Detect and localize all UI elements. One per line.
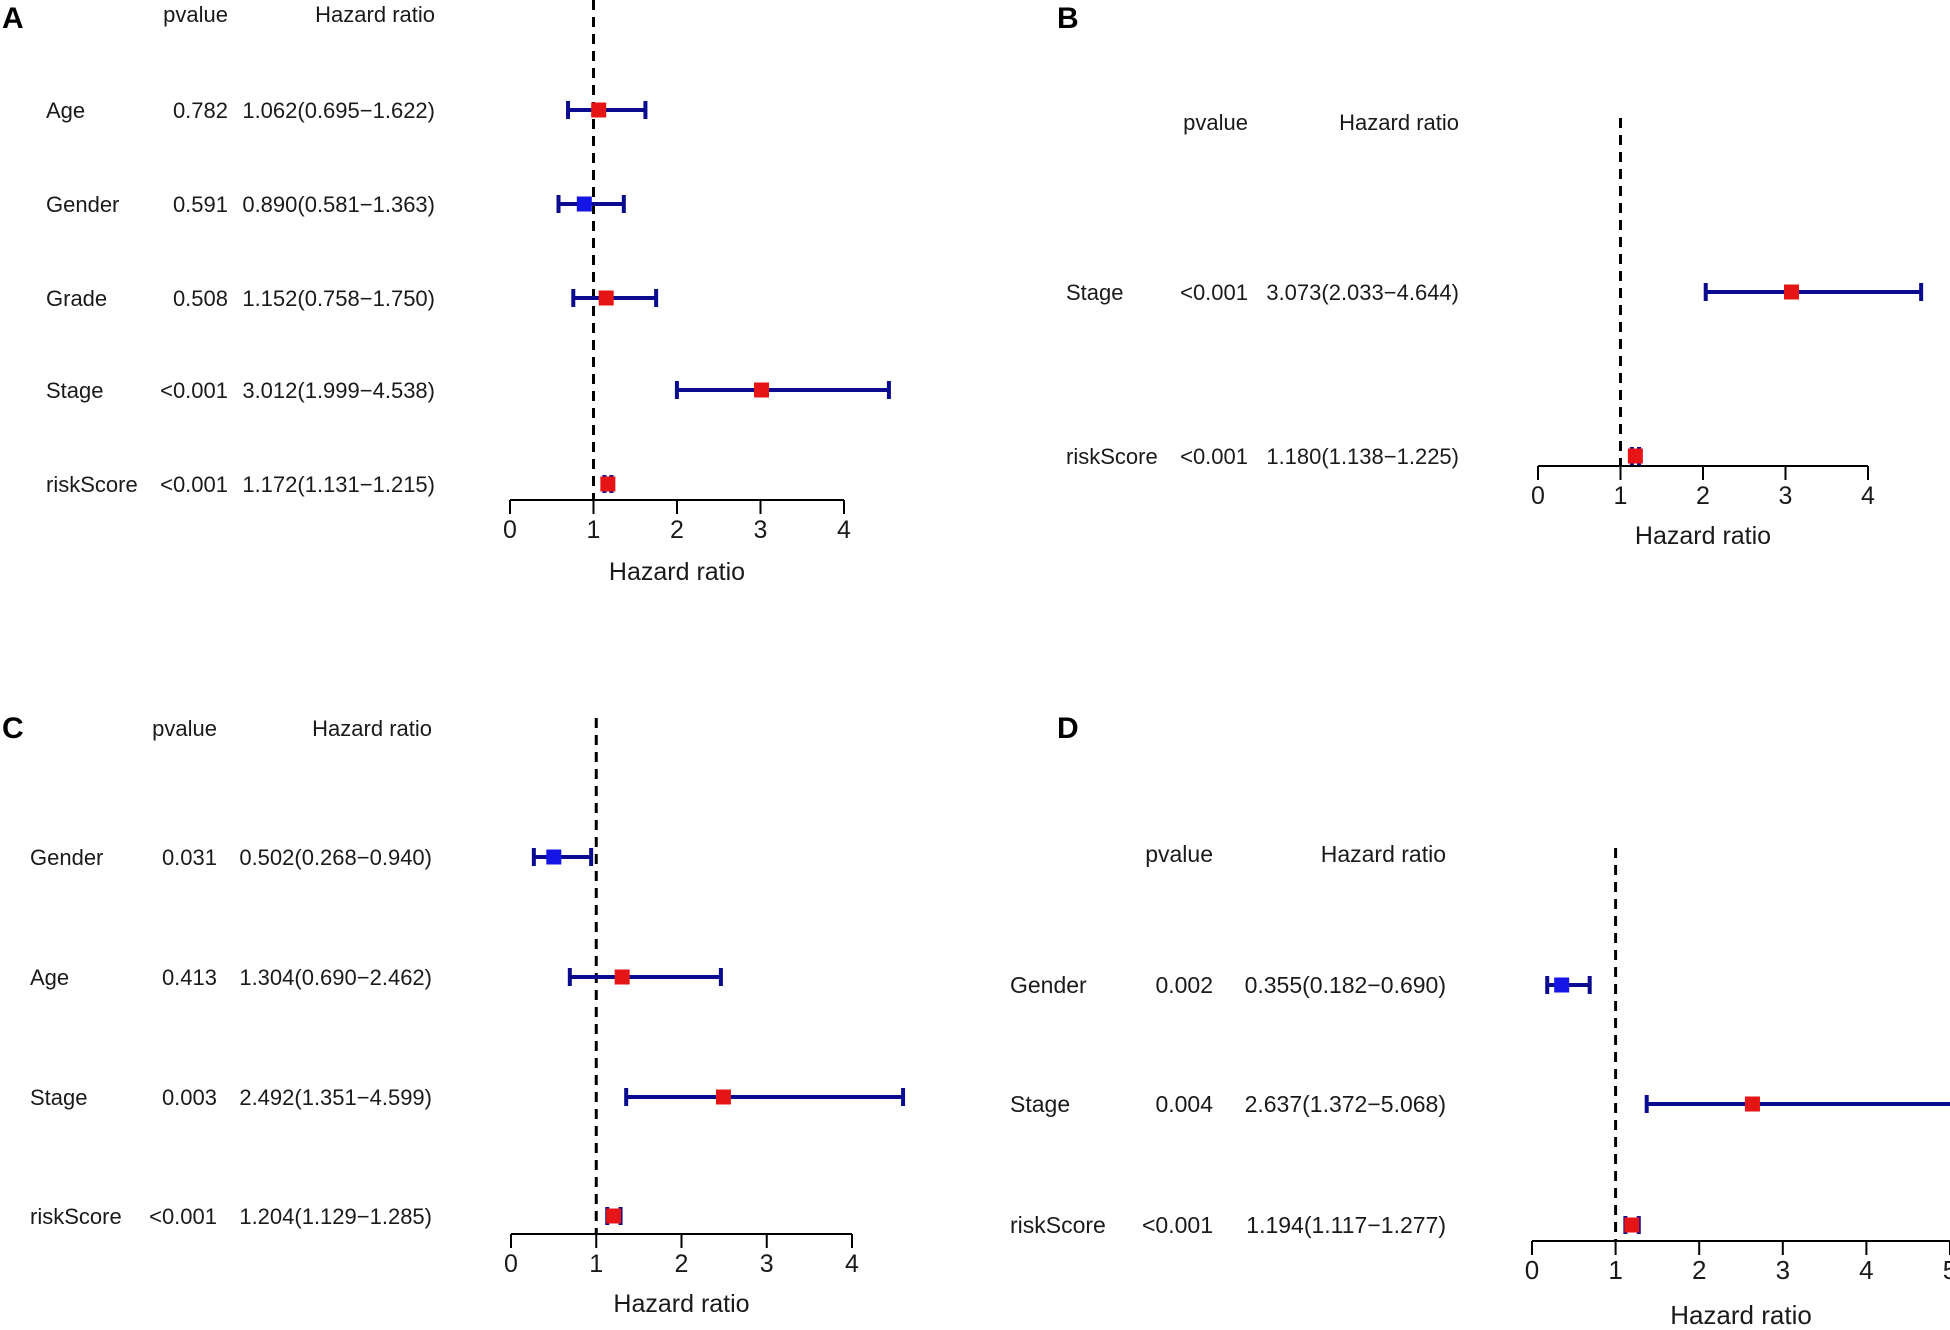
- row-hazard-ratio: 1.180(1.138−1.225): [1266, 444, 1459, 469]
- row-pvalue: 0.508: [173, 286, 228, 311]
- x-tick-label: 4: [1861, 482, 1875, 510]
- row-hazard-ratio: 1.172(1.131−1.215): [242, 472, 435, 497]
- row-hazard-ratio: 1.304(0.690−2.462): [239, 965, 432, 990]
- x-tick-label: 1: [587, 516, 601, 544]
- row-hazard-ratio: 3.073(2.033−4.644): [1266, 280, 1459, 305]
- x-tick-label: 0: [1525, 1255, 1539, 1285]
- hr-point: [576, 196, 592, 212]
- row-label: Stage: [46, 378, 104, 403]
- x-tick-label: 2: [1692, 1255, 1706, 1285]
- row-label: riskScore: [1010, 1212, 1106, 1238]
- panel-letter: B: [1057, 2, 1079, 35]
- row-pvalue: 0.413: [162, 965, 217, 990]
- row-pvalue: <0.001: [1142, 1212, 1213, 1238]
- row-label: Age: [30, 965, 69, 990]
- row-label: riskScore: [30, 1204, 122, 1229]
- x-axis-label: Hazard ratio: [613, 1290, 749, 1318]
- hr-point: [614, 969, 630, 985]
- row-label: Stage: [1010, 1091, 1070, 1117]
- x-tick-label: 0: [1531, 482, 1545, 510]
- x-tick-label: 4: [1859, 1255, 1873, 1285]
- x-tick-label: 1: [1614, 482, 1628, 510]
- row-pvalue: 0.003: [162, 1085, 217, 1110]
- x-tick-label: 0: [503, 516, 517, 544]
- row-hazard-ratio: 3.012(1.999−4.538): [242, 378, 435, 403]
- x-tick-label: 0: [504, 1250, 518, 1278]
- x-tick-label: 3: [1779, 482, 1793, 510]
- hr-point: [1624, 1217, 1640, 1233]
- hazard-ratio-header: Hazard ratio: [312, 716, 432, 741]
- row-hazard-ratio: 1.062(0.695−1.622): [242, 98, 435, 123]
- hr-point: [754, 382, 770, 398]
- hr-point: [715, 1089, 731, 1105]
- row-pvalue: <0.001: [1180, 444, 1248, 469]
- hr-point: [1784, 284, 1800, 300]
- pvalue-header: pvalue: [1145, 841, 1213, 867]
- hr-point: [1627, 448, 1643, 464]
- row-pvalue: <0.001: [1180, 280, 1248, 305]
- row-pvalue: 0.004: [1155, 1091, 1213, 1117]
- hr-point: [1744, 1096, 1760, 1112]
- row-hazard-ratio: 0.355(0.182−0.690): [1245, 972, 1446, 998]
- hr-point: [546, 849, 562, 865]
- row-hazard-ratio: 2.492(1.351−4.599): [239, 1085, 432, 1110]
- panel-letter: C: [2, 712, 24, 745]
- row-label: Grade: [46, 286, 107, 311]
- hazard-ratio-header: Hazard ratio: [1321, 841, 1446, 867]
- x-tick-label: 3: [760, 1250, 774, 1278]
- row-label: Gender: [1010, 972, 1087, 998]
- x-tick-label: 1: [589, 1250, 603, 1278]
- row-label: Gender: [46, 192, 119, 217]
- x-tick-label: 5: [1943, 1255, 1950, 1285]
- hr-point: [591, 102, 607, 118]
- hazard-ratio-header: Hazard ratio: [315, 2, 435, 27]
- row-pvalue: 0.782: [173, 98, 228, 123]
- row-pvalue: <0.001: [149, 1204, 217, 1229]
- x-axis-label: Hazard ratio: [1670, 1300, 1812, 1330]
- x-tick-label: 3: [754, 516, 768, 544]
- row-pvalue: <0.001: [160, 378, 228, 403]
- row-label: riskScore: [1066, 444, 1158, 469]
- hr-point: [1554, 977, 1570, 993]
- x-axis-label: Hazard ratio: [1635, 522, 1771, 550]
- pvalue-header: pvalue: [152, 716, 217, 741]
- row-hazard-ratio: 1.204(1.129−1.285): [239, 1204, 432, 1229]
- hr-point: [598, 290, 614, 306]
- x-tick-label: 3: [1776, 1255, 1790, 1285]
- row-hazard-ratio: 1.194(1.117−1.277): [1246, 1212, 1446, 1238]
- row-hazard-ratio: 1.152(0.758−1.750): [242, 286, 435, 311]
- row-pvalue: 0.002: [1155, 972, 1213, 998]
- hazard-ratio-header: Hazard ratio: [1339, 110, 1459, 135]
- row-hazard-ratio: 2.637(1.372−5.068): [1245, 1091, 1446, 1117]
- row-label: Age: [46, 98, 85, 123]
- pvalue-header: pvalue: [1183, 110, 1248, 135]
- panel-letter: A: [2, 2, 24, 35]
- x-tick-label: 2: [1696, 482, 1710, 510]
- row-hazard-ratio: 0.890(0.581−1.363): [242, 192, 435, 217]
- x-tick-label: 1: [1608, 1255, 1622, 1285]
- row-hazard-ratio: 0.502(0.268−0.940): [239, 845, 432, 870]
- row-label: riskScore: [46, 472, 138, 497]
- row-pvalue: 0.031: [162, 845, 217, 870]
- panel-letter: D: [1057, 712, 1079, 745]
- row-label: Gender: [30, 845, 103, 870]
- pvalue-header: pvalue: [163, 2, 228, 27]
- row-label: Stage: [1066, 280, 1124, 305]
- x-tick-label: 2: [675, 1250, 689, 1278]
- x-tick-label: 2: [670, 516, 684, 544]
- x-axis-label: Hazard ratio: [609, 558, 745, 586]
- row-pvalue: 0.591: [173, 192, 228, 217]
- row-label: Stage: [30, 1085, 88, 1110]
- row-pvalue: <0.001: [160, 472, 228, 497]
- hr-point: [600, 476, 616, 492]
- x-tick-label: 4: [837, 516, 851, 544]
- x-tick-label: 4: [845, 1250, 859, 1278]
- hr-point: [606, 1208, 622, 1224]
